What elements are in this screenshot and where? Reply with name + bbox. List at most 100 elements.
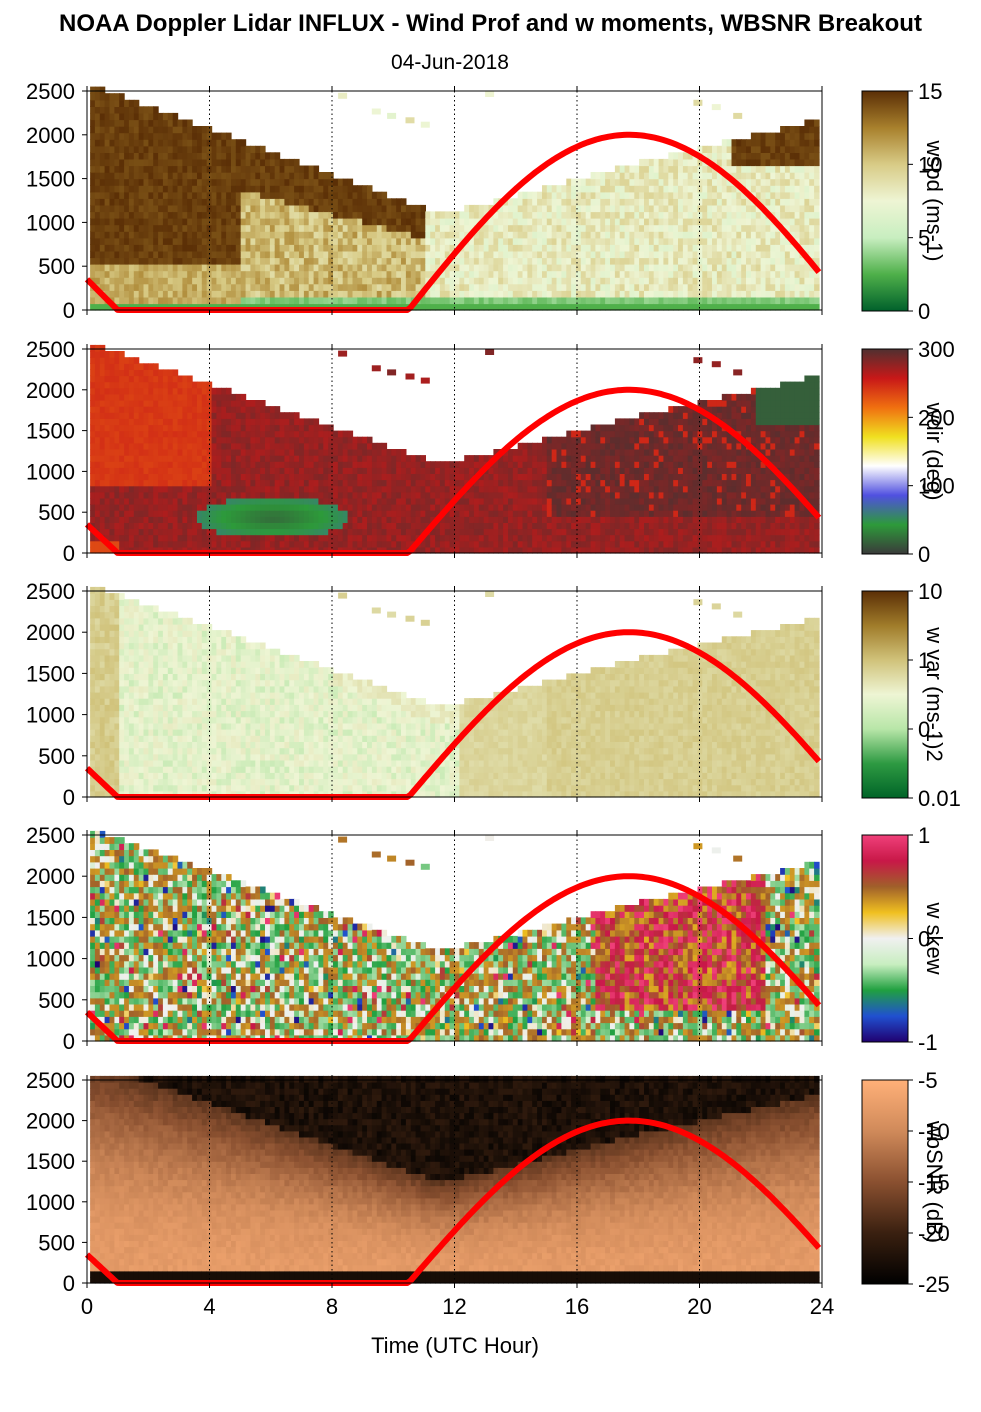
heatmap-cell (328, 424, 334, 432)
heatmap-cell (605, 211, 611, 219)
heatmap-cell (99, 357, 106, 364)
heatmap-cell (741, 303, 747, 311)
heatmap-cell (367, 283, 373, 291)
heatmap-cell (624, 244, 631, 252)
heatmap-cell (197, 455, 203, 462)
heatmap-cell (517, 277, 524, 285)
heatmap-cell (216, 540, 222, 548)
heatmap-cell (313, 191, 320, 199)
heatmap-cell (114, 534, 120, 542)
heatmap-cell (595, 218, 601, 226)
heatmap-cell (192, 165, 198, 173)
heatmap-cell (775, 296, 781, 305)
heatmap-cell (197, 257, 203, 265)
heatmap-cell (216, 418, 222, 426)
heatmap-cell (556, 303, 562, 311)
heatmap-cell (138, 112, 145, 121)
heatmap-cell (610, 172, 616, 180)
heatmap-cell (99, 510, 106, 517)
heatmap-cell (124, 363, 130, 370)
heatmap-cell (444, 244, 451, 252)
heatmap-cell (201, 132, 208, 140)
heatmap-cell (522, 224, 528, 232)
heatmap-cell (352, 479, 358, 487)
heatmap-cell (240, 418, 247, 426)
heatmap-cell (337, 204, 344, 213)
heatmap-cell (197, 497, 203, 505)
heatmap-cell (566, 211, 572, 219)
heatmap-cell (537, 204, 543, 213)
heatmap-cell (206, 152, 213, 160)
figure-date: 04-Jun-2018 (391, 51, 509, 74)
heatmap-cell (610, 204, 616, 213)
heatmap-cell (182, 198, 188, 206)
heatmap-cell (595, 257, 601, 265)
heatmap-cell (231, 485, 237, 493)
heatmap-cell (736, 303, 742, 311)
heatmap-cell (211, 250, 217, 259)
heatmap-cell (750, 303, 757, 311)
heatmap-cell (158, 479, 164, 487)
heatmap-cell (182, 283, 188, 291)
heatmap-cell (274, 522, 281, 530)
heatmap-cell (313, 290, 320, 298)
heatmap-cell (119, 290, 125, 298)
heatmap-cell (114, 351, 120, 358)
heatmap-cell (94, 211, 101, 219)
heatmap-cell (439, 283, 446, 291)
heatmap-cell (187, 132, 193, 140)
heatmap-cell (682, 296, 689, 305)
heatmap-cell (124, 119, 130, 127)
heatmap-cell (420, 237, 426, 245)
heatmap-cell (347, 283, 354, 291)
heatmap-cell (279, 185, 286, 193)
heatmap-cell (133, 264, 140, 272)
heatmap-cell (245, 406, 252, 413)
heatmap-cell (221, 412, 227, 419)
heatmap-cell (211, 231, 217, 239)
heatmap-cell (265, 455, 271, 462)
heatmap-cell (731, 145, 737, 153)
heatmap-cell (571, 303, 577, 311)
heatmap-cell (128, 540, 135, 548)
heatmap-cell (605, 290, 611, 298)
heatmap-cell (542, 277, 548, 285)
heatmap-cell (454, 303, 460, 311)
heatmap-cell (765, 244, 771, 252)
heatmap-cell (644, 277, 650, 285)
heatmap-cell (614, 257, 621, 265)
heatmap-cell (187, 290, 193, 298)
heatmap-cell (90, 204, 96, 213)
heatmap-cell (323, 491, 329, 499)
heatmap-cell (114, 237, 120, 245)
heatmap-cell (245, 516, 252, 523)
heatmap-cell (143, 442, 149, 450)
heatmap-cell (493, 211, 499, 219)
heatmap-cell (138, 139, 145, 147)
heatmap-cell (197, 467, 203, 474)
heatmap-cell (644, 237, 650, 245)
heatmap-cell (216, 504, 222, 511)
heatmap-cell (216, 250, 222, 259)
heatmap-cell (231, 491, 237, 499)
heatmap-cell (512, 257, 519, 265)
heatmap-cell (532, 277, 538, 285)
heatmap-cell (119, 375, 125, 383)
heatmap-cell (182, 244, 188, 252)
heatmap-cell (182, 430, 188, 438)
heatmap-cell (663, 185, 669, 193)
heatmap-cell (478, 250, 485, 259)
heatmap-cell (775, 198, 781, 206)
heatmap-cell (192, 504, 198, 511)
heatmap-cell (226, 290, 232, 298)
heatmap-cell (313, 491, 320, 499)
heatmap-cell (755, 158, 762, 167)
heatmap-cell (522, 237, 528, 245)
heatmap-cell (240, 540, 247, 548)
heatmap-cell (342, 491, 349, 499)
heatmap-cell (119, 497, 125, 505)
heatmap-cell (508, 270, 514, 278)
heatmap-cell (367, 264, 373, 272)
heatmap-cell (119, 363, 125, 370)
heatmap-cell (483, 277, 490, 285)
